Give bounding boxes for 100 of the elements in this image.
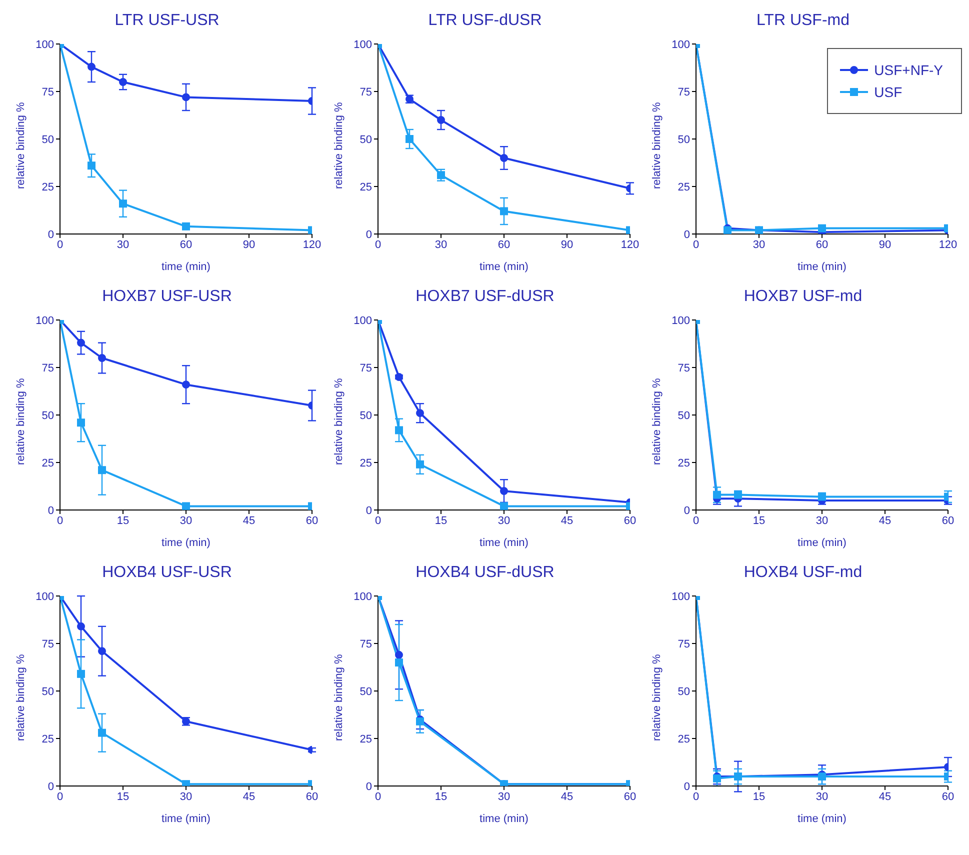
x-tick-label: 90 <box>560 238 574 251</box>
chart-title: LTR USF-dUSR <box>427 12 543 31</box>
x-tick-label: 0 <box>692 514 700 527</box>
y-tick-label: 100 <box>672 590 690 603</box>
y-tick-label: 0 <box>48 228 54 241</box>
y-tick-label: 75 <box>42 86 54 98</box>
y-tick-label: 50 <box>360 686 372 698</box>
x-tick-label: 45 <box>560 514 574 527</box>
x-tick-label: 30 <box>752 238 766 251</box>
y-tick-label: 0 <box>366 504 372 517</box>
x-axis-title: time (min) <box>798 261 846 273</box>
y-tick-label: 100 <box>36 314 54 327</box>
x-axis-title: time (min) <box>162 813 210 825</box>
y-tick-label: 75 <box>678 86 690 98</box>
y-axis-title: relative binding % <box>332 654 345 741</box>
y-tick-label: 0 <box>366 228 372 241</box>
y-tick-label: 50 <box>42 134 54 146</box>
x-tick-label: 30 <box>434 238 448 251</box>
x-tick-label: 0 <box>56 790 64 803</box>
x-tick-label: 45 <box>242 790 256 803</box>
x-tick-label: 0 <box>374 790 382 803</box>
y-tick-label: 25 <box>42 181 54 194</box>
x-tick-label: 120 <box>938 238 958 251</box>
y-tick-label: 100 <box>672 314 690 327</box>
x-axis-title: time (min) <box>480 537 528 549</box>
y-tick-label: 75 <box>360 362 372 374</box>
x-tick-label: 0 <box>56 238 64 251</box>
y-axis-title: relative binding % <box>14 102 27 189</box>
y-tick-label: 75 <box>360 86 372 98</box>
x-tick-label: 15 <box>752 790 766 803</box>
x-tick-label: 45 <box>560 790 574 803</box>
x-tick-label: 15 <box>434 790 448 803</box>
y-tick-label: 75 <box>678 362 690 374</box>
y-tick-label: 50 <box>42 410 54 422</box>
y-tick-label: 100 <box>36 590 54 603</box>
y-tick-label: 100 <box>672 38 690 51</box>
y-axis-title: relative binding % <box>332 102 345 189</box>
y-tick-label: 25 <box>360 457 372 470</box>
x-tick-label: 120 <box>302 238 322 251</box>
y-tick-label: 75 <box>42 638 54 650</box>
x-tick-label: 0 <box>374 514 382 527</box>
x-tick-label: 60 <box>816 238 828 251</box>
x-tick-label: 15 <box>116 790 130 803</box>
x-tick-label: 0 <box>56 514 64 527</box>
y-axis-title: relative binding % <box>332 378 345 465</box>
x-tick-label: 30 <box>116 238 130 251</box>
y-tick-label: 25 <box>360 181 372 194</box>
chart-title: HOXB7 USF-dUSR <box>414 288 556 307</box>
y-tick-label: 0 <box>684 780 690 793</box>
x-tick-label: 30 <box>498 514 510 527</box>
y-tick-label: 0 <box>366 780 372 793</box>
x-axis-title: time (min) <box>480 261 528 273</box>
x-tick-label: 45 <box>878 790 892 803</box>
y-tick-label: 100 <box>354 314 372 327</box>
y-tick-label: 75 <box>678 638 690 650</box>
y-axis-title: relative binding % <box>650 654 663 741</box>
chart-title: LTR USF-USR <box>114 12 220 31</box>
y-tick-label: 50 <box>42 686 54 698</box>
x-tick-label: 60 <box>624 514 636 527</box>
y-tick-label: 100 <box>354 590 372 603</box>
x-tick-label: 60 <box>180 238 192 251</box>
x-tick-label: 30 <box>498 790 510 803</box>
y-tick-label: 50 <box>678 134 690 146</box>
y-tick-label: 100 <box>354 38 372 51</box>
y-tick-label: 75 <box>42 362 54 374</box>
y-axis-title: relative binding % <box>650 102 663 189</box>
y-tick-label: 0 <box>48 504 54 517</box>
x-tick-label: 30 <box>816 790 828 803</box>
x-tick-label: 15 <box>116 514 130 527</box>
x-axis-title: time (min) <box>798 813 846 825</box>
y-axis-title: relative binding % <box>14 378 27 465</box>
y-tick-label: 50 <box>360 410 372 422</box>
x-tick-label: 60 <box>306 790 318 803</box>
y-axis-title: relative binding % <box>14 654 27 741</box>
x-tick-label: 60 <box>498 238 510 251</box>
y-tick-label: 25 <box>42 733 54 746</box>
x-axis-title: time (min) <box>798 537 846 549</box>
x-tick-label: 30 <box>180 514 192 527</box>
x-tick-label: 90 <box>242 238 256 251</box>
y-axis-title: relative binding % <box>650 378 663 465</box>
x-tick-label: 60 <box>942 790 954 803</box>
y-tick-label: 25 <box>42 457 54 470</box>
x-tick-label: 0 <box>692 238 700 251</box>
legend-label: USF <box>874 83 902 102</box>
chart-title: HOXB4 USF-USR <box>101 564 233 583</box>
y-tick-label: 50 <box>678 686 690 698</box>
y-tick-label: 0 <box>684 228 690 241</box>
chart-title: HOXB7 USF-USR <box>101 288 233 307</box>
x-tick-label: 90 <box>878 238 892 251</box>
legend-label: USF+NF-Y <box>874 61 943 80</box>
chart-title: HOXB7 USF-md <box>742 288 864 307</box>
x-tick-label: 60 <box>942 514 954 527</box>
x-axis-title: time (min) <box>162 261 210 273</box>
x-tick-label: 60 <box>306 514 318 527</box>
chart-title: HOXB4 USF-md <box>742 564 864 583</box>
y-tick-label: 75 <box>360 638 372 650</box>
x-tick-label: 30 <box>816 514 828 527</box>
x-tick-label: 45 <box>242 514 256 527</box>
x-tick-label: 45 <box>878 514 892 527</box>
y-tick-label: 0 <box>48 780 54 793</box>
